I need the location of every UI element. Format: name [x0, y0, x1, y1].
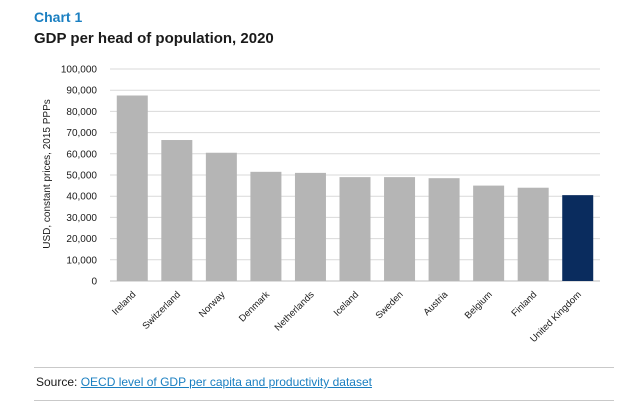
chart-label: Chart 1	[34, 9, 83, 25]
y-tick-label: 30,000	[66, 213, 97, 224]
y-tick-label: 10,000	[66, 255, 97, 266]
x-tick-label: Austria	[422, 289, 451, 318]
y-tick-label: 60,000	[66, 149, 97, 160]
x-tick-label: Switzerland	[140, 289, 183, 332]
bar-iceland	[339, 177, 371, 281]
bar-sweden	[384, 177, 416, 281]
y-tick-label: 100,000	[61, 65, 98, 76]
y-tick-label: 20,000	[66, 234, 97, 245]
x-tick-label: Iceland	[332, 289, 361, 318]
x-tick-label: Belgium	[463, 289, 495, 321]
y-axis-ticks: 0 10,000 20,000 30,000 40,000 50,000 60,000 70,…	[61, 65, 98, 288]
bar-belgium	[473, 185, 505, 281]
bar-switzerland	[161, 140, 193, 281]
x-tick-label: Denmark	[237, 289, 272, 324]
bar-norway	[205, 152, 237, 281]
x-tick-label: Norway	[197, 289, 228, 320]
divider	[34, 367, 614, 368]
x-tick-label: Netherlands	[273, 289, 317, 333]
y-tick-label: 50,000	[66, 171, 97, 182]
bar-chart: 0 10,000 20,000 30,000 40,000 50,000 60,000 70,…	[42, 65, 600, 345]
y-tick-label: 90,000	[66, 86, 97, 97]
chart-title: GDP per head of population, 2020	[34, 30, 274, 47]
x-tick-label: Finland	[509, 289, 539, 319]
y-tick-label: 70,000	[66, 128, 97, 139]
y-tick-label: 0	[91, 277, 97, 288]
bar-netherlands	[294, 172, 326, 281]
bar-united-kingdom	[562, 195, 594, 281]
y-axis-label: USD, constant prices, 2015 PPPs	[42, 99, 53, 249]
x-tick-label: Ireland	[110, 289, 138, 317]
x-tick-label: Sweden	[374, 289, 406, 321]
source-link[interactable]: OECD level of GDP per capita and product…	[80, 375, 372, 389]
source-prefix: Source:	[36, 375, 81, 389]
bars	[116, 95, 594, 281]
divider-bottom	[34, 400, 614, 401]
bar-denmark	[250, 171, 282, 281]
bar-ireland	[116, 95, 148, 281]
y-tick-label: 40,000	[66, 192, 97, 203]
source-note: Source: OECD level of GDP per capita and…	[36, 375, 372, 389]
bar-austria	[428, 178, 460, 281]
x-axis-ticks: Ireland Switzerland Norway Denmark Netherlan…	[110, 289, 584, 345]
y-tick-label: 80,000	[66, 107, 97, 118]
bar-finland	[517, 187, 549, 281]
